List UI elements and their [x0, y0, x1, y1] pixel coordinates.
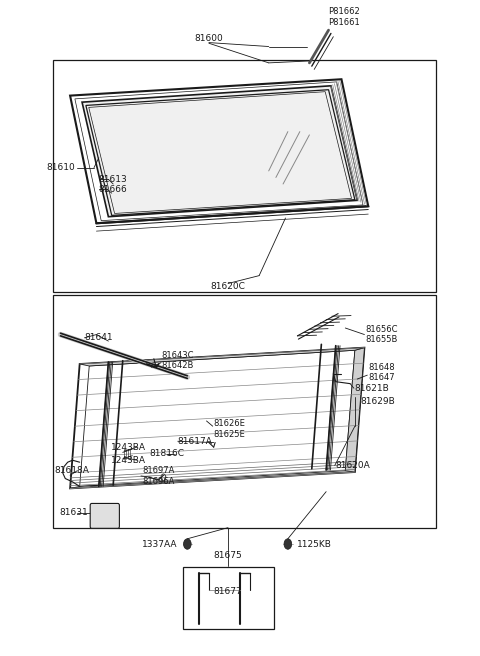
Text: P81662
P81661: P81662 P81661 — [328, 7, 360, 27]
Text: 81643C
81642B: 81643C 81642B — [161, 351, 193, 371]
Text: 81648
81647: 81648 81647 — [368, 363, 395, 382]
Text: 81620A: 81620A — [336, 461, 371, 470]
FancyBboxPatch shape — [90, 503, 120, 528]
Text: 81626E
81625E: 81626E 81625E — [214, 419, 246, 438]
Text: 1243BA: 1243BA — [111, 456, 146, 464]
Polygon shape — [82, 86, 357, 216]
Text: 81613: 81613 — [99, 175, 128, 184]
Circle shape — [183, 539, 191, 549]
Text: 81610: 81610 — [46, 163, 75, 172]
Text: 81641: 81641 — [84, 333, 113, 342]
Bar — [53, 60, 436, 292]
Text: 81666: 81666 — [99, 185, 128, 194]
Text: 1337AA: 1337AA — [142, 539, 178, 548]
Text: 81677: 81677 — [214, 586, 242, 596]
Text: 81629B: 81629B — [360, 397, 396, 406]
Text: 81600: 81600 — [194, 34, 223, 43]
Text: 81621B: 81621B — [355, 384, 390, 393]
Polygon shape — [80, 348, 364, 366]
Polygon shape — [345, 348, 364, 472]
Text: 81697A
81696A: 81697A 81696A — [142, 466, 174, 485]
Text: 81618A: 81618A — [54, 466, 89, 475]
Text: 81675: 81675 — [214, 551, 242, 560]
Text: 1243BA: 1243BA — [111, 443, 146, 451]
Text: 81631: 81631 — [59, 508, 88, 517]
Text: 1125KB: 1125KB — [298, 539, 332, 548]
Text: 81816C: 81816C — [149, 449, 184, 458]
Text: 81617A: 81617A — [178, 437, 213, 445]
Circle shape — [284, 539, 292, 549]
Text: 81656C
81655B: 81656C 81655B — [365, 325, 398, 344]
Polygon shape — [70, 485, 99, 488]
Bar — [182, 567, 274, 629]
Text: 81620C: 81620C — [211, 282, 245, 291]
Bar — [53, 295, 436, 527]
